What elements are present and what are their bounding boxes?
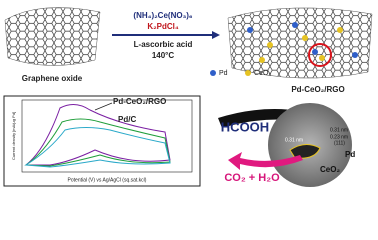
reagent: 140°C <box>152 51 175 60</box>
product-label: Pd-CeO₂/RGO <box>291 85 344 94</box>
curve <box>24 127 171 168</box>
curve <box>24 104 171 166</box>
plot-frame <box>3 95 201 187</box>
x-axis-label: Potential (V) vs Ag/AgCl (sq.sat.kcl) <box>68 177 147 183</box>
product-arrow <box>228 152 303 170</box>
tem-label: (111) <box>334 140 345 146</box>
legend-swatch <box>245 70 251 76</box>
graphical-abstract: Graphene oxide (NH₄)₂Ce(NO₃)₆ K₂PdCl₄ L-… <box>3 7 373 187</box>
legend-swatch <box>210 70 216 76</box>
legend-label: CeO₂ <box>254 70 271 77</box>
graphene-sheet <box>4 7 101 66</box>
reactant: HCOOH <box>221 119 269 134</box>
arrow-head <box>212 31 220 39</box>
tem-label: 0.23 nm <box>330 134 348 140</box>
highlight-circle <box>308 43 332 67</box>
curve-label: Pd/C <box>118 115 136 124</box>
products: CO₂ + H₂O <box>224 172 280 184</box>
start-label: Graphene oxide <box>22 74 83 83</box>
nanoparticles <box>247 22 358 63</box>
rgo-sheet <box>227 7 373 79</box>
plot-axes <box>21 99 193 173</box>
tem-label: Pd <box>345 150 355 159</box>
reagent: L-ascorbic acid <box>134 40 193 49</box>
legend-label: Pd <box>219 70 228 77</box>
tem-label: 0.31 nm <box>330 127 348 133</box>
reagent: (NH₄)₂Ce(NO₃)₆ <box>133 11 193 20</box>
tem-label: CeO₂ <box>320 165 340 174</box>
leader <box>94 102 113 111</box>
y-axis-label: Current density [mA/μg Pd] <box>11 112 16 160</box>
curve <box>24 118 171 167</box>
curve-label: Pd-CeO₂/RGO <box>113 97 166 106</box>
reagent: K₂PdCl₄ <box>147 22 179 31</box>
tem-label: 0.31 nm <box>285 137 303 143</box>
